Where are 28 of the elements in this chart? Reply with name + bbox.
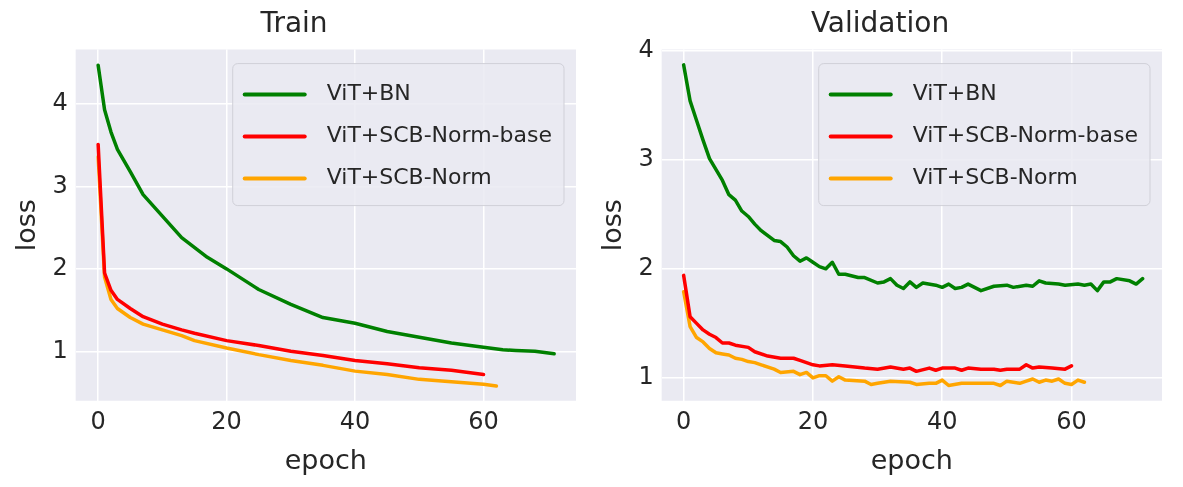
- y-tick-label: 2: [638, 253, 654, 282]
- x-axis-title: epoch: [870, 443, 953, 475]
- y-tick-label: 1: [638, 362, 654, 391]
- legend-label: ViT+SCB-Norm-base: [326, 122, 552, 148]
- x-tick-label: 60: [468, 407, 499, 436]
- legend-label: ViT+SCB-Norm: [912, 164, 1078, 190]
- x-tick-label: 0: [676, 407, 692, 436]
- y-tick-label: 3: [52, 170, 68, 199]
- x-tick-label: 60: [1056, 407, 1087, 436]
- y-tick-label: 4: [638, 34, 654, 63]
- legend-label: ViT+SCB-Norm-base: [912, 122, 1138, 148]
- chart-title: Validation: [810, 6, 950, 40]
- y-axis-title: loss: [10, 199, 42, 252]
- x-tick-label: 40: [339, 407, 371, 436]
- chart-title: Train: [259, 6, 328, 40]
- x-axis-title: epoch: [284, 443, 367, 475]
- x-tick-label: 20: [211, 407, 242, 436]
- x-tick-label: 40: [926, 407, 958, 436]
- legend-label: ViT+BN: [326, 80, 411, 106]
- x-tick-label: 20: [797, 407, 829, 436]
- y-axis-title: loss: [596, 199, 628, 252]
- y-tick-label: 4: [52, 88, 68, 117]
- x-tick-label: 0: [90, 407, 106, 436]
- legend-label: ViT+SCB-Norm: [326, 164, 492, 190]
- y-tick-label: 3: [638, 143, 654, 172]
- y-tick-label: 1: [52, 335, 68, 364]
- legend-label: ViT+BN: [912, 80, 997, 106]
- y-tick-label: 2: [52, 253, 68, 282]
